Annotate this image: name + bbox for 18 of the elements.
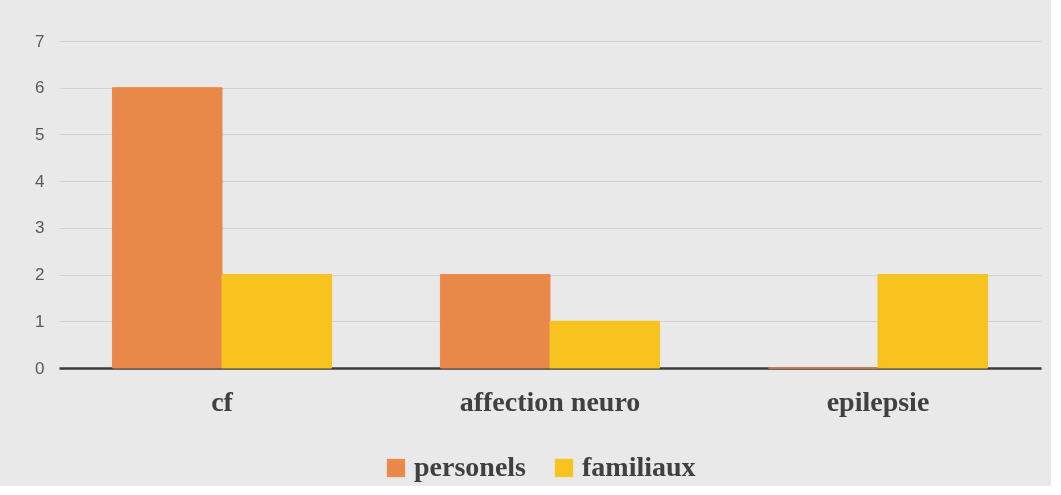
y-tick-label: 5: [35, 124, 45, 144]
x-tick-label: epilepsie: [826, 385, 930, 417]
y-tick-label: 4: [35, 171, 45, 191]
bar: [111, 87, 223, 369]
legend-label: personels: [414, 451, 527, 482]
bar: [221, 274, 333, 369]
bar: [439, 274, 551, 369]
y-tick-label: 7: [35, 31, 45, 51]
y-tick-label: 1: [35, 311, 45, 331]
y-tick-label: 6: [35, 78, 45, 98]
y-tick-label: 2: [35, 265, 45, 285]
bar: [549, 320, 661, 369]
y-tick-label: 0: [35, 358, 45, 378]
x-tick-label: cf: [211, 385, 234, 417]
x-tick-label: affection neuro: [459, 385, 641, 417]
legend-label: familiaux: [582, 451, 696, 482]
y-tick-label: 3: [35, 218, 45, 238]
bar: [877, 274, 989, 369]
